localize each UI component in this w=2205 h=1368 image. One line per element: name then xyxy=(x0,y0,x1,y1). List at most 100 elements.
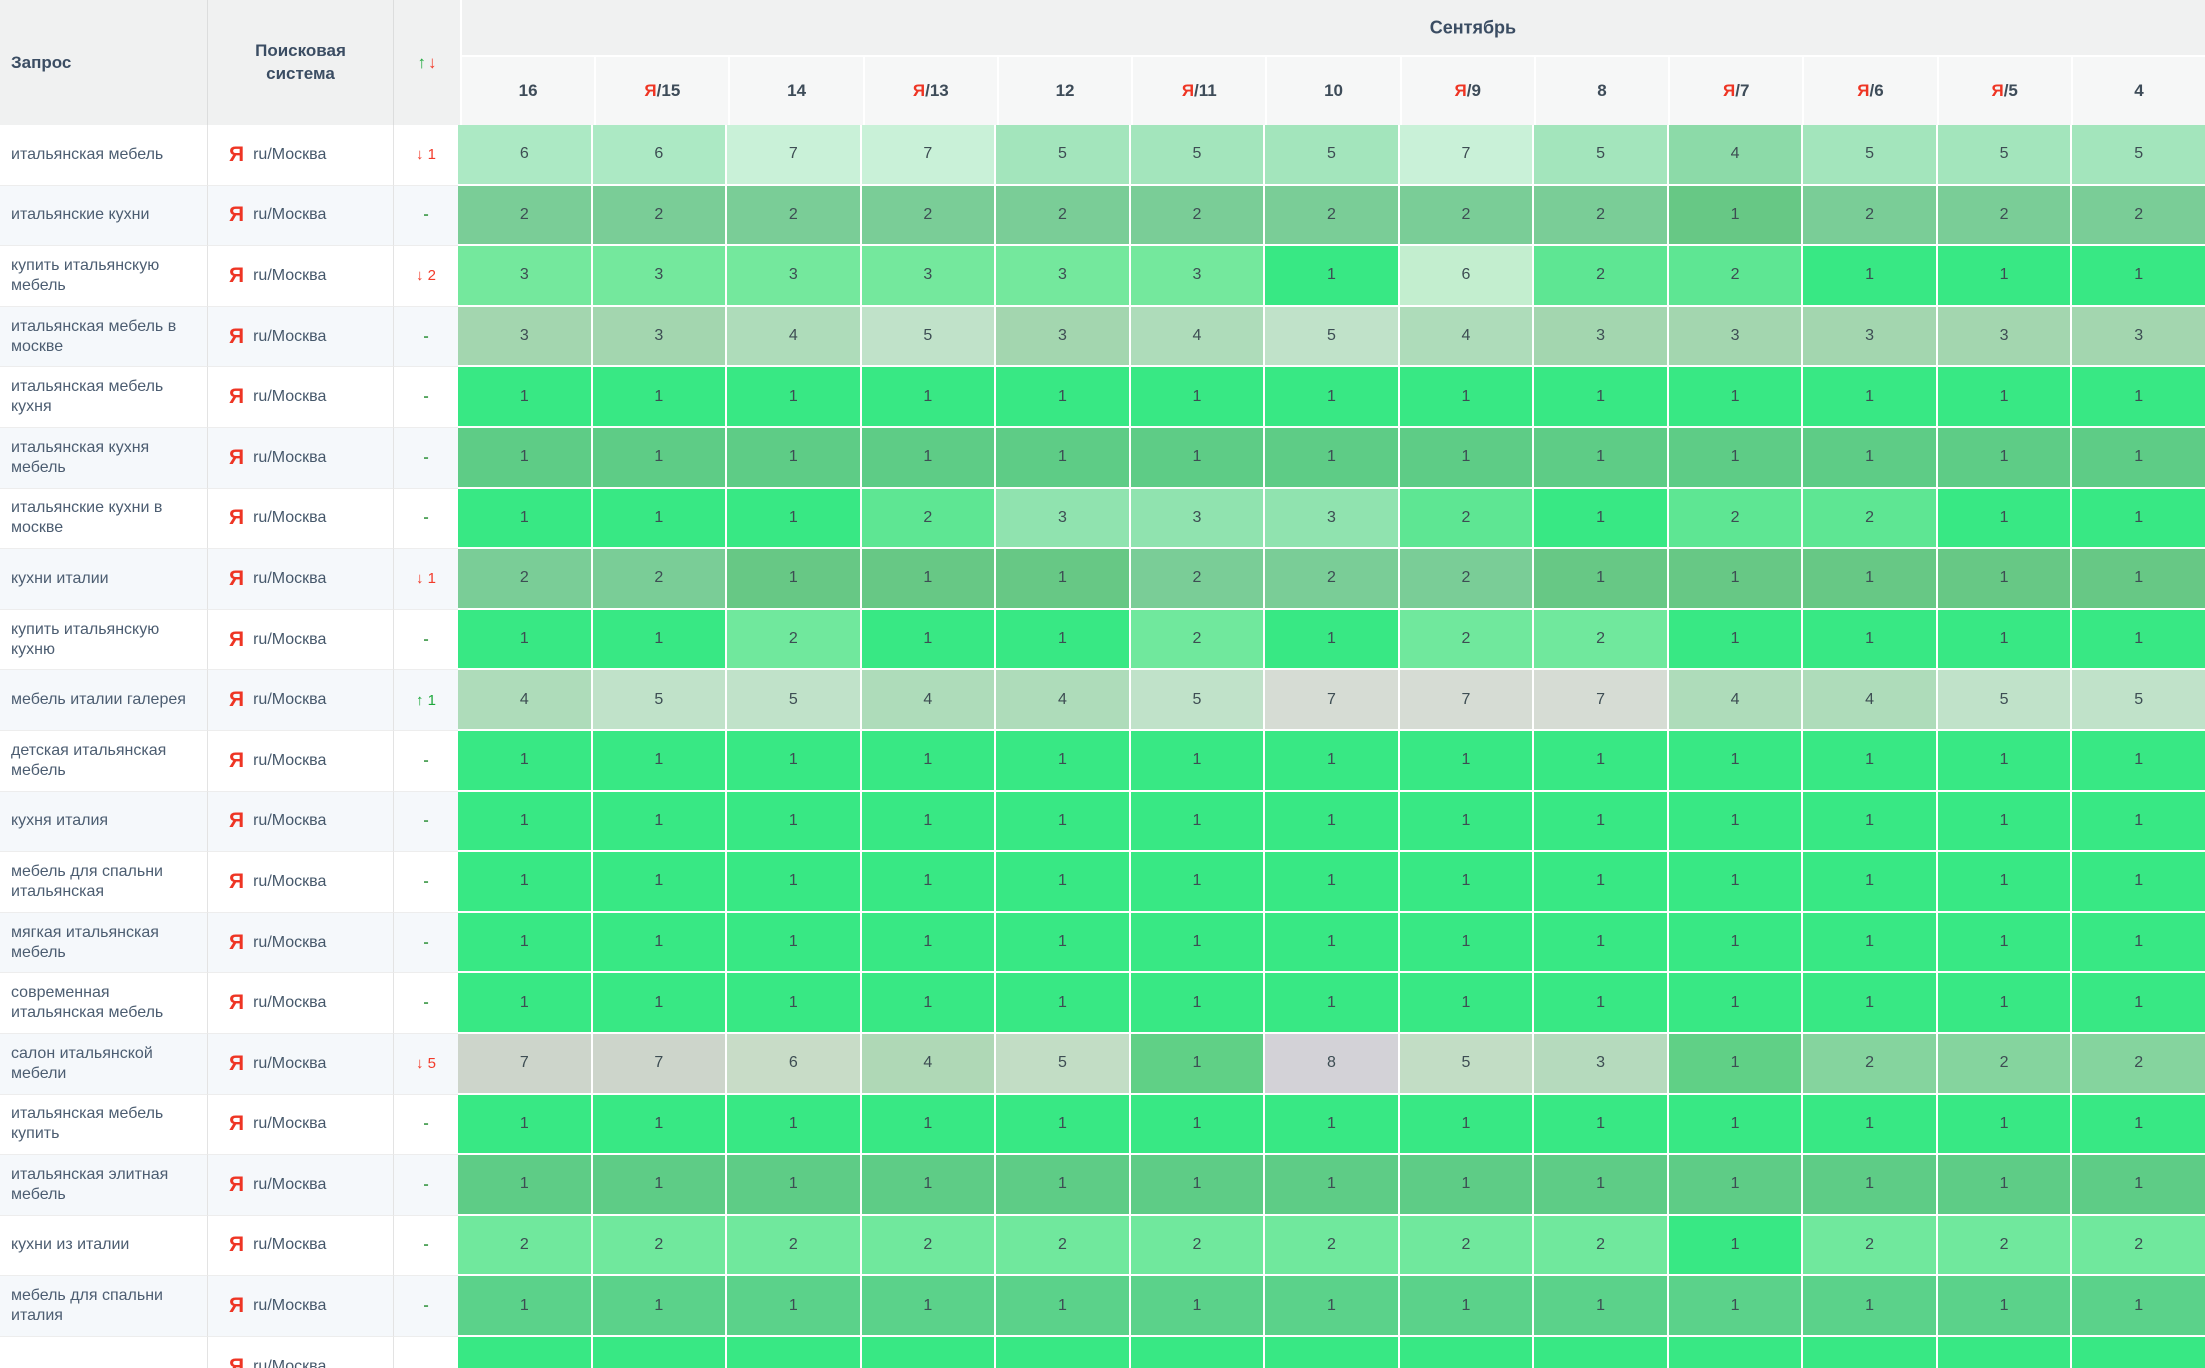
date-column-header[interactable]: Я/9 xyxy=(1402,57,1536,125)
position-cell[interactable]: 3 xyxy=(1803,306,1938,368)
position-cell[interactable]: 6 xyxy=(592,125,728,186)
keyword-cell[interactable]: современная итальянская мебель xyxy=(0,973,208,1034)
position-cell[interactable]: 1 xyxy=(1399,912,1535,974)
position-cell[interactable]: 2 xyxy=(1803,1033,1938,1095)
position-cell[interactable]: 1 xyxy=(996,367,1131,428)
position-cell[interactable]: 1 xyxy=(1130,1094,1266,1156)
position-cell[interactable]: 1 xyxy=(1265,1155,1400,1216)
position-cell[interactable]: 1 xyxy=(861,852,997,913)
position-cell[interactable]: 6 xyxy=(727,1033,862,1095)
position-cell[interactable]: 3 xyxy=(1534,1033,1669,1095)
position-cell[interactable]: 1 xyxy=(458,730,593,792)
position-cell[interactable]: 1 xyxy=(861,1155,997,1216)
position-cell[interactable]: 1 xyxy=(1803,609,1938,671)
position-cell[interactable]: 1 xyxy=(1803,427,1938,489)
position-cell[interactable]: 5 xyxy=(1399,1033,1535,1095)
keyword-cell[interactable]: купить итальянскую кухню xyxy=(0,609,208,671)
keyword-cell[interactable]: кухня италия xyxy=(0,791,208,853)
position-cell[interactable]: 1 xyxy=(2072,549,2205,610)
position-cell[interactable]: 1 xyxy=(592,488,728,550)
position-cell[interactable]: 2 xyxy=(1803,1215,1938,1277)
position-cell[interactable]: 1 xyxy=(996,609,1131,671)
position-cell[interactable]: 7 xyxy=(1265,670,1400,731)
position-cell[interactable] xyxy=(861,1336,997,1368)
keyword-cell[interactable]: итальянская мебель кухня xyxy=(0,367,208,428)
position-cell[interactable]: 1 xyxy=(2072,367,2205,428)
position-cell[interactable]: 2 xyxy=(1668,488,1804,550)
date-column-header[interactable]: 4 xyxy=(2073,57,2205,125)
position-cell[interactable]: 1 xyxy=(996,1094,1131,1156)
position-cell[interactable]: 2 xyxy=(861,1215,997,1277)
keyword-cell[interactable]: итальянская кухня мебель xyxy=(0,427,208,489)
position-cell[interactable]: 1 xyxy=(727,973,862,1034)
position-cell[interactable]: 1 xyxy=(1130,1033,1266,1095)
position-cell[interactable]: 1 xyxy=(1130,791,1266,853)
position-cell[interactable]: 1 xyxy=(1130,852,1266,913)
position-cell[interactable]: 1 xyxy=(458,1155,593,1216)
position-cell[interactable]: 2 xyxy=(592,1215,728,1277)
position-cell[interactable]: 1 xyxy=(1534,730,1669,792)
position-cell[interactable]: 1 xyxy=(1937,246,2073,307)
position-cell[interactable]: 1 xyxy=(1265,973,1400,1034)
position-cell[interactable]: 1 xyxy=(861,973,997,1034)
position-cell[interactable]: 4 xyxy=(861,1033,997,1095)
position-cell[interactable]: 1 xyxy=(1399,973,1535,1034)
position-cell[interactable]: 1 xyxy=(1534,791,1669,853)
position-cell[interactable]: 2 xyxy=(1534,185,1669,247)
position-cell[interactable]: 1 xyxy=(2072,1155,2205,1216)
date-column-header[interactable]: 8 xyxy=(1536,57,1671,125)
position-cell[interactable]: 2 xyxy=(727,609,862,671)
position-cell[interactable]: 1 xyxy=(1265,246,1400,307)
position-cell[interactable]: 1 xyxy=(458,1276,593,1337)
position-cell[interactable]: 1 xyxy=(1130,1276,1266,1337)
keyword-cell[interactable]: итальянские кухни в москве xyxy=(0,488,208,550)
position-cell[interactable]: 1 xyxy=(1803,791,1938,853)
position-cell[interactable]: 2 xyxy=(861,488,997,550)
position-cell[interactable]: 1 xyxy=(727,427,862,489)
position-cell[interactable]: 1 xyxy=(727,791,862,853)
position-cell[interactable]: 3 xyxy=(592,246,728,307)
position-cell[interactable]: 1 xyxy=(1803,1155,1938,1216)
position-cell[interactable] xyxy=(727,1336,862,1368)
position-cell[interactable]: 2 xyxy=(1130,549,1266,610)
position-cell[interactable]: 1 xyxy=(1130,1155,1266,1216)
position-cell[interactable]: 2 xyxy=(1937,1215,2073,1277)
position-cell[interactable]: 3 xyxy=(1668,306,1804,368)
position-cell[interactable]: 2 xyxy=(458,1215,593,1277)
position-cell[interactable]: 2 xyxy=(1265,1215,1400,1277)
position-cell[interactable]: 1 xyxy=(1937,367,2073,428)
position-cell[interactable]: 1 xyxy=(861,367,997,428)
position-cell[interactable]: 1 xyxy=(592,912,728,974)
position-cell[interactable]: 2 xyxy=(592,549,728,610)
position-cell[interactable]: 1 xyxy=(1399,427,1535,489)
position-cell[interactable]: 5 xyxy=(1265,125,1400,186)
position-cell[interactable]: 1 xyxy=(1399,730,1535,792)
keyword-cell[interactable]: итальянская элитная мебель xyxy=(0,1155,208,1216)
position-cell[interactable]: 2 xyxy=(592,185,728,247)
position-cell[interactable] xyxy=(1399,1336,1535,1368)
position-cell[interactable]: 1 xyxy=(1668,852,1804,913)
position-cell[interactable]: 1 xyxy=(1399,1155,1535,1216)
position-cell[interactable]: 1 xyxy=(1937,791,2073,853)
position-cell[interactable]: 1 xyxy=(592,791,728,853)
position-cell[interactable]: 1 xyxy=(2072,1276,2205,1337)
position-cell[interactable]: 1 xyxy=(1130,730,1266,792)
position-cell[interactable]: 1 xyxy=(1803,973,1938,1034)
position-cell[interactable]: 1 xyxy=(1937,427,2073,489)
position-cell[interactable]: 1 xyxy=(1534,549,1669,610)
position-cell[interactable]: 2 xyxy=(727,1215,862,1277)
position-cell[interactable]: 2 xyxy=(1937,185,2073,247)
position-cell[interactable]: 1 xyxy=(1668,1094,1804,1156)
keyword-cell[interactable]: салон итальянской мебели xyxy=(0,1033,208,1095)
position-cell[interactable]: 2 xyxy=(1265,185,1400,247)
position-cell[interactable]: 1 xyxy=(592,427,728,489)
position-cell[interactable]: 2 xyxy=(1803,488,1938,550)
keyword-cell[interactable]: купить итальянскую мебель xyxy=(0,246,208,307)
date-column-header[interactable]: Я/6 xyxy=(1804,57,1939,125)
position-cell[interactable]: 1 xyxy=(1399,852,1535,913)
position-cell[interactable]: 2 xyxy=(996,185,1131,247)
position-cell[interactable]: 1 xyxy=(1668,1033,1804,1095)
position-cell[interactable]: 1 xyxy=(458,973,593,1034)
position-cell[interactable]: 1 xyxy=(727,488,862,550)
keyword-cell[interactable]: итальянская мебель xyxy=(0,125,208,186)
